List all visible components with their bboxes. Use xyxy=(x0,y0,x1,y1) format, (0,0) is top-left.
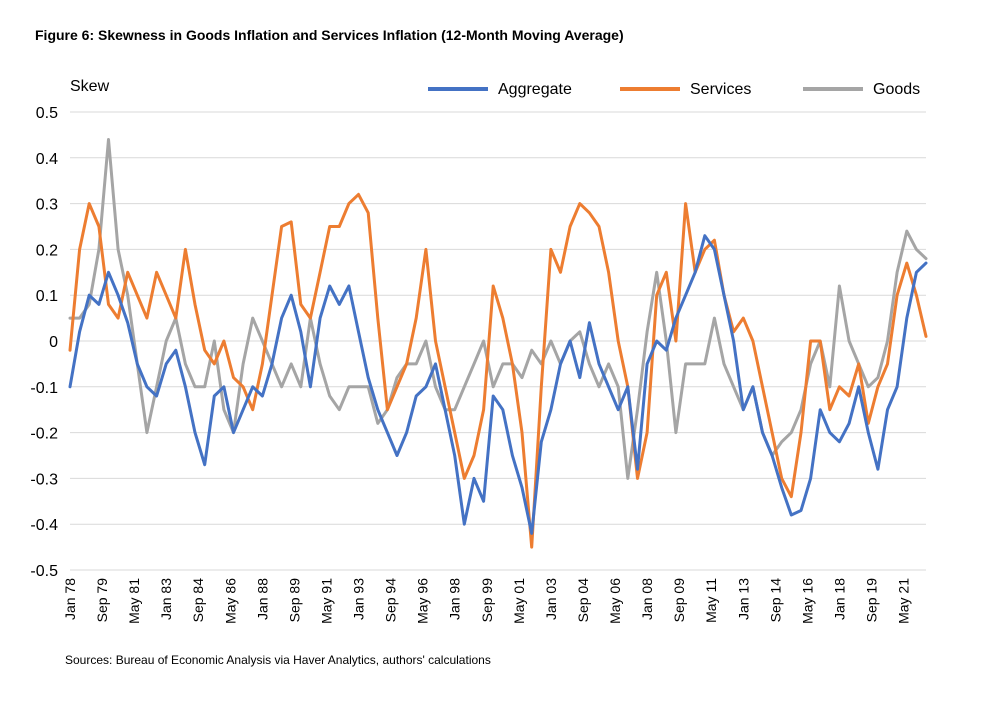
y-tick-label: -0.5 xyxy=(30,563,58,580)
y-tick-label: -0.4 xyxy=(30,517,58,534)
series-line-aggregate xyxy=(68,234,928,535)
x-tick-label: May 11 xyxy=(703,578,719,623)
y-tick-label: -0.2 xyxy=(30,426,58,443)
x-axis-ticks: Jan 78 Sep 79 May 81 Jan 83 Sep 84 May 86 Jan … xyxy=(62,578,912,624)
grid-lines xyxy=(70,111,926,571)
y-tick-label: 0.5 xyxy=(36,105,58,122)
x-tick-label: Sep 79 xyxy=(94,578,110,623)
x-tick-label: Jan 18 xyxy=(831,578,847,620)
legend-label: Services xyxy=(690,81,751,98)
y-tick-label: -0.3 xyxy=(30,471,58,488)
x-tick-label: Sep 94 xyxy=(383,578,399,623)
y-axis-ticks: 0.5 0.4 0.3 0.2 0.1 0 -0.1 -0.2 -0.3 -0.4 -0.5 xyxy=(30,105,58,580)
x-tick-label: May 81 xyxy=(126,578,142,624)
series-lines xyxy=(68,138,928,549)
x-tick-label: Jan 98 xyxy=(447,578,463,620)
y-tick-label: 0.2 xyxy=(36,242,58,259)
y-tick-label: 0.1 xyxy=(36,288,58,305)
x-tick-label: Jan 93 xyxy=(351,578,367,620)
x-tick-label: Jan 88 xyxy=(254,578,270,620)
x-tick-label: May 86 xyxy=(222,578,238,624)
series-line-services xyxy=(68,192,928,549)
x-tick-label: May 16 xyxy=(799,578,815,624)
x-tick-label: Jan 78 xyxy=(62,578,78,620)
x-tick-label: Jan 83 xyxy=(158,578,174,620)
x-tick-label: Sep 04 xyxy=(575,578,591,623)
x-tick-label: Jan 08 xyxy=(639,578,655,620)
x-tick-label: Sep 09 xyxy=(671,578,687,623)
x-tick-label: May 91 xyxy=(318,578,334,624)
x-tick-label: Sep 89 xyxy=(286,578,302,623)
y-axis-label: Skew xyxy=(70,78,110,95)
x-tick-label: Jan 03 xyxy=(543,578,559,620)
x-tick-label: May 06 xyxy=(607,578,623,624)
y-tick-label: 0 xyxy=(49,334,58,351)
x-tick-label: Sep 19 xyxy=(864,578,880,623)
x-tick-label: May 96 xyxy=(415,578,431,624)
legend-label: Goods xyxy=(873,81,920,98)
x-tick-label: Jan 13 xyxy=(735,578,751,620)
x-tick-label: Sep 84 xyxy=(190,578,206,623)
x-tick-label: Sep 14 xyxy=(767,578,783,623)
y-tick-label: -0.1 xyxy=(30,380,58,397)
legend: Aggregate Services Goods xyxy=(428,81,920,98)
x-tick-label: Sep 99 xyxy=(479,578,495,623)
series-line-goods xyxy=(68,138,928,480)
x-tick-label: May 21 xyxy=(896,578,912,624)
chart-title: Figure 6: Skewness in Goods Inflation an… xyxy=(35,27,624,43)
legend-label: Aggregate xyxy=(498,81,572,98)
source-note: Sources: Bureau of Economic Analysis via… xyxy=(65,653,491,667)
y-tick-label: 0.4 xyxy=(36,151,58,168)
y-tick-label: 0.3 xyxy=(36,197,58,214)
x-tick-label: May 01 xyxy=(511,578,527,624)
